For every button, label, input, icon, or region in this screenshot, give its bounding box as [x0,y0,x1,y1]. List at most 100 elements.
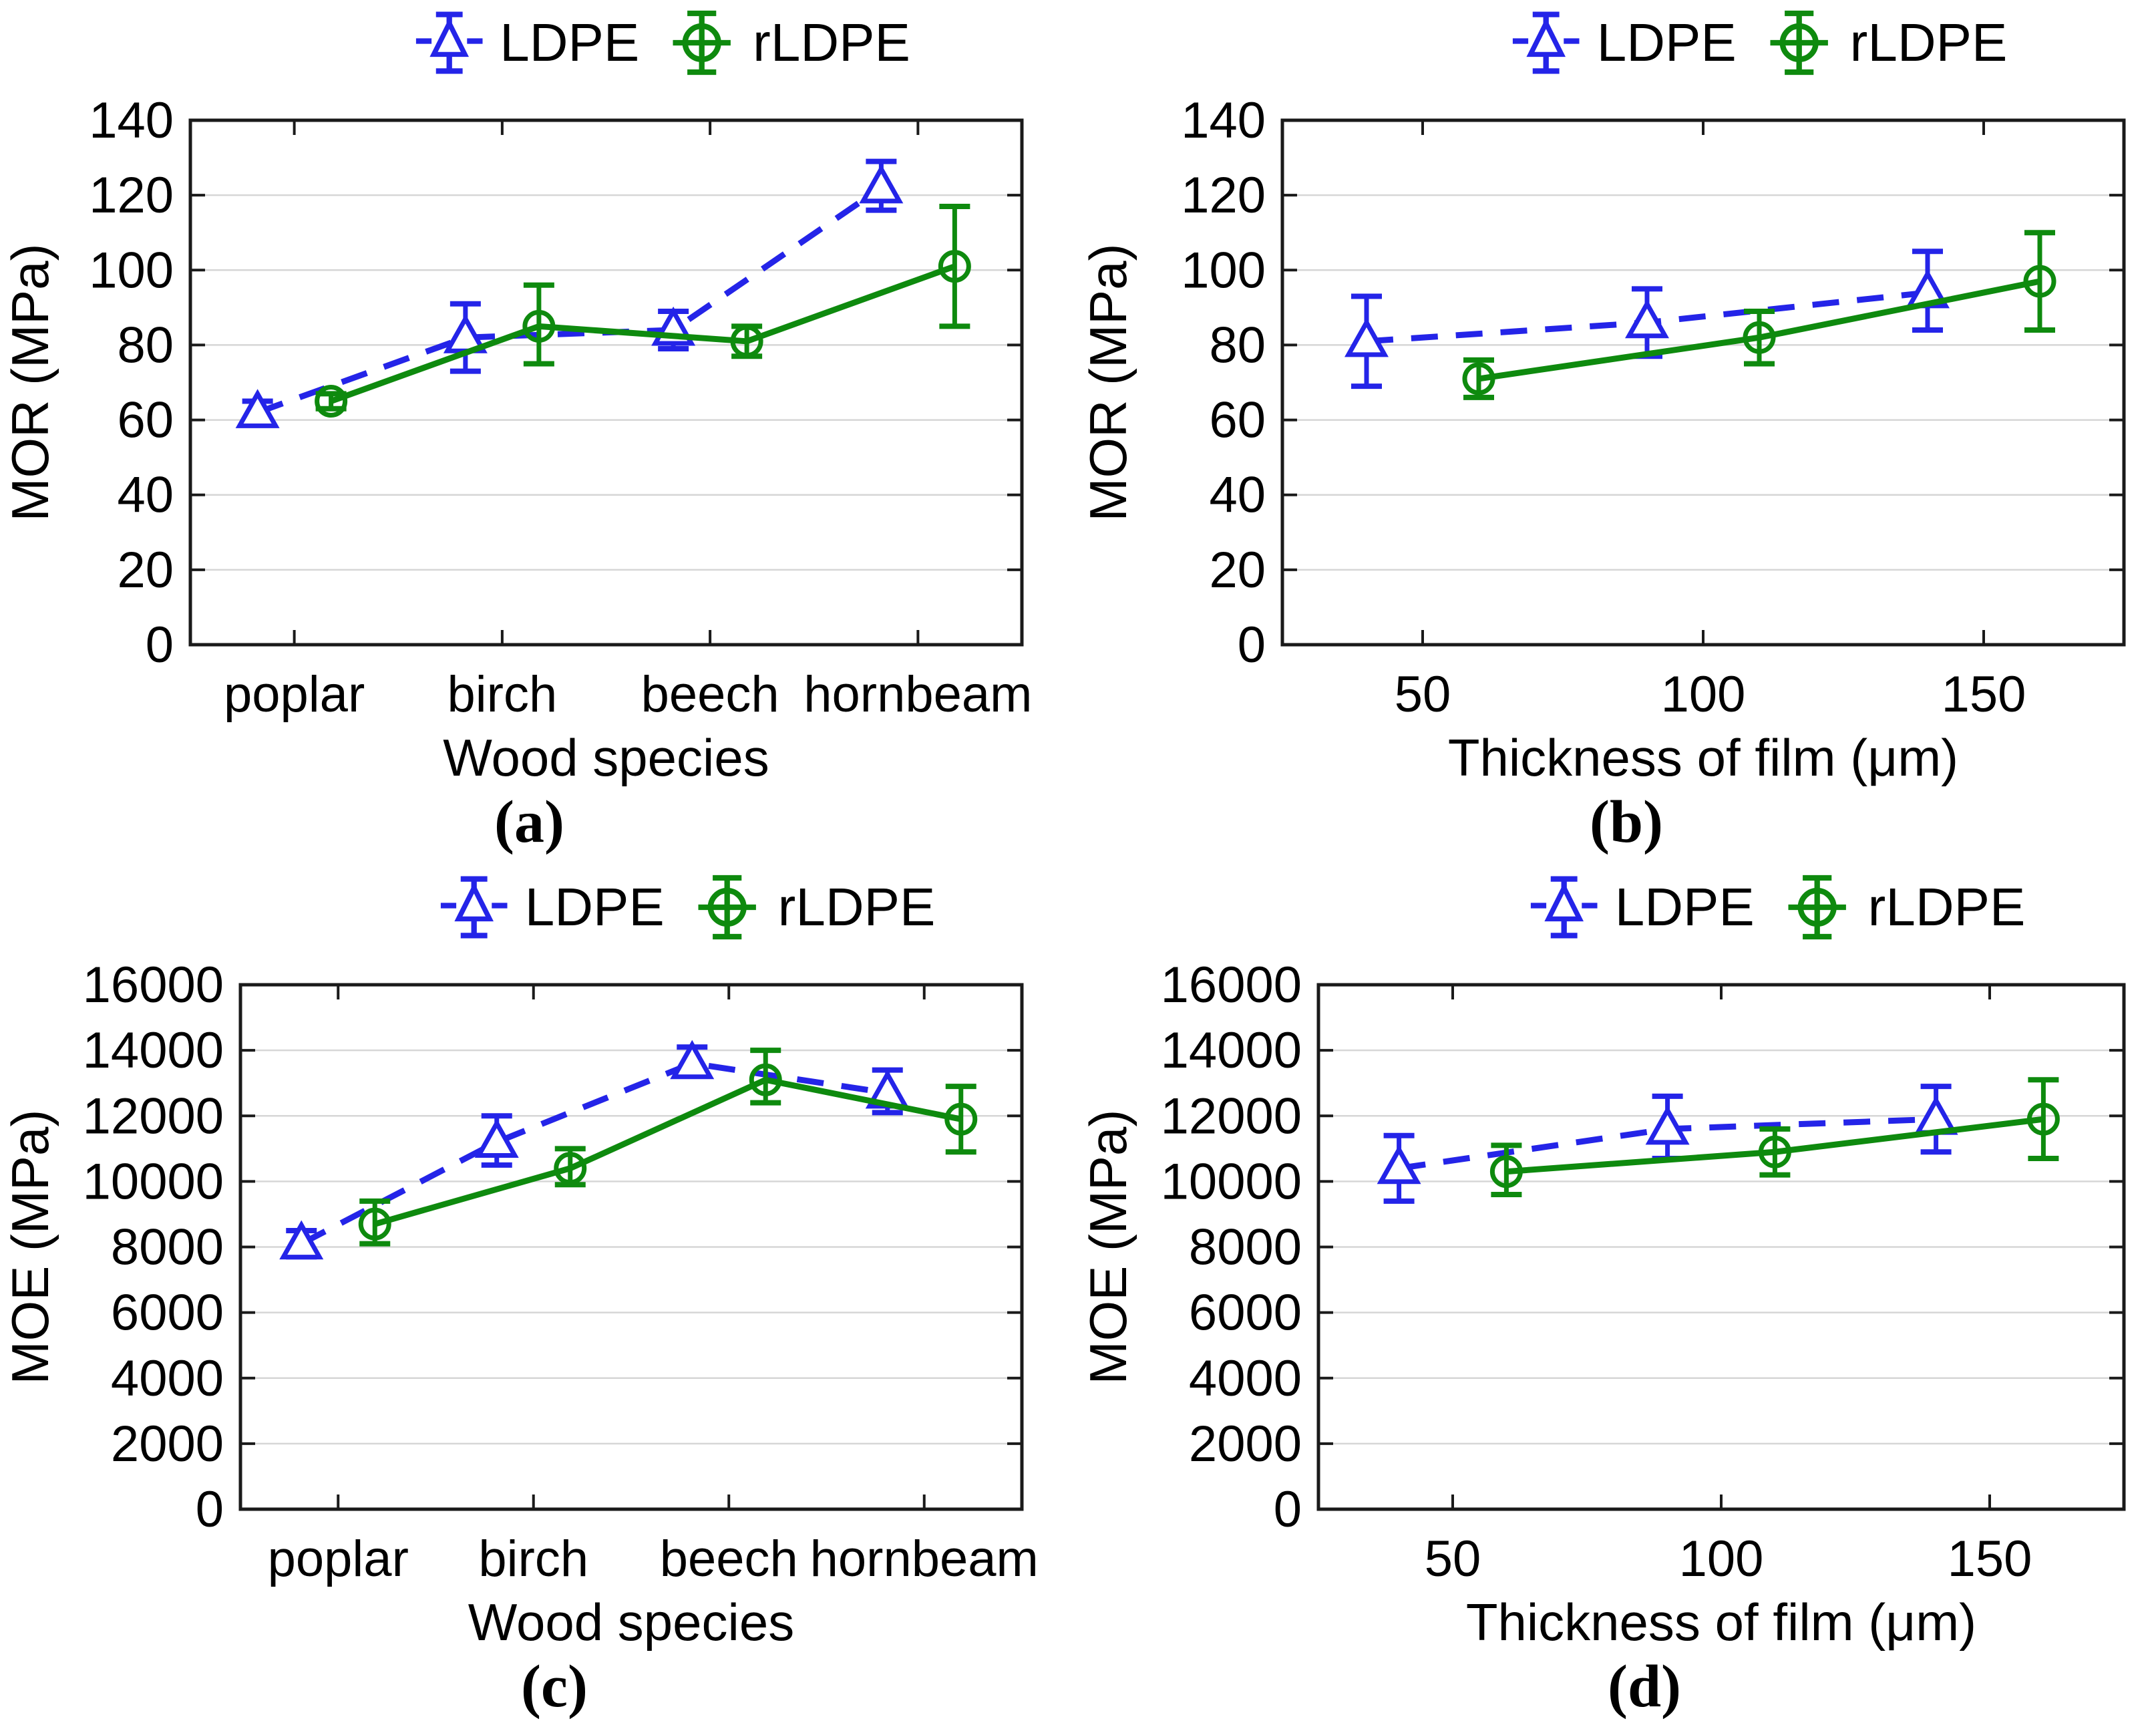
circle-marker [944,1102,978,1136]
circle-marker [358,1207,391,1241]
subfigure-label-b: (b) [1590,789,1663,855]
y-tick-label: 100 [1181,242,1266,299]
y-tick-label: 60 [1209,392,1266,449]
subfigure-label-c: (c) [521,1654,588,1720]
y-tick-label: 0 [1238,617,1266,673]
x-axis-title: Thickness of film (μm) [1448,728,1958,787]
circle-marker [1758,1135,1791,1168]
rldpe-circle-marker-icon [1788,875,1846,940]
y-tick-label: 0 [196,1481,224,1538]
plot-frame [1280,118,2126,647]
series-line-ldpe [300,1060,888,1247]
triangle-marker [670,1040,715,1080]
circle-marker [749,1063,782,1096]
legend-label-ldpe: LDPE [1614,877,1755,937]
circle-marker [2026,1102,2060,1136]
y-axis-title: MOE (MPa) [1,1110,59,1385]
legend-b: LDPE rLDPE [1512,7,2008,79]
plot-area-d: 0 2000 4000 6000 8000 10000 12000 14000 16000 50 1… [1079,957,2126,1652]
x-tick-label: hornbeam [803,666,1032,723]
y-tick-label: 140 [1181,92,1266,149]
circle-marker [730,325,763,358]
chart-panel-b: 0 20 40 60 80 100 120 140 50 100 150 Thickness of f… [1078,0,2156,864]
legend-label-rldpe: rLDPE [1849,13,2008,72]
legend-label-ldpe: LDPE [500,13,640,72]
y-tick-label: 16000 [1161,957,1302,1013]
circle-marker [1743,321,1776,354]
legend-item-ldpe: LDPE [415,7,639,79]
circle-marker [522,309,556,343]
y-tick-label: 40 [117,467,174,524]
y-tick-label: 40 [1209,467,1266,524]
x-tick-label: birch [478,1531,588,1587]
triangle-marker [474,1118,519,1158]
series-line-rldpe [1506,1116,2044,1175]
plot-area-a: 0 20 40 60 80 100 120 140 poplar birch beech hornbe… [1,92,1032,787]
legend-item-ldpe: LDPE [1530,871,1755,943]
circle-marker [938,250,971,283]
x-tick-label: 100 [1661,666,1746,723]
ldpe-triangle-marker-icon [1512,11,1580,74]
circle-marker [1462,362,1495,396]
x-axis-title: Thickness of film (μm) [1466,1593,1976,1652]
subfigure-label-a: (a) [494,789,564,855]
legend-item-ldpe: LDPE [440,871,665,943]
x-tick-label: poplar [268,1531,409,1587]
x-tick-label: 150 [1942,666,2026,723]
ldpe-triangle-marker-icon [1530,876,1598,939]
y-axis-title: MOR (MPa) [1,244,59,522]
legend-label-ldpe: LDPE [1596,13,1737,72]
y-tick-label: 20 [117,542,174,599]
x-tick-label: beech [660,1531,798,1587]
y-tick-label: 16000 [83,957,224,1013]
triangle-marker [279,1220,324,1260]
legend-item-ldpe: LDPE [1512,7,1737,79]
y-tick-label: 10000 [83,1153,224,1210]
y-tick-label: 6000 [1189,1285,1302,1342]
x-tick-label: 150 [1948,1531,2032,1587]
chart-panel-d: 0 2000 4000 6000 8000 10000 12000 14000 16000 50 1… [1078,864,2156,1729]
y-tick-label: 4000 [111,1350,224,1407]
legend-a: LDPE rLDPE [415,7,910,79]
y-tick-label: 100 [89,242,174,299]
circle-marker [1489,1155,1523,1189]
y-axis-title: MOE (MPa) [1079,1110,1137,1385]
rldpe-circle-marker-icon [698,875,756,940]
y-tick-label: 80 [1209,317,1266,373]
triangle-marker [1625,299,1669,339]
legend-item-rldpe: rLDPE [1784,871,2026,943]
y-tick-label: 120 [1181,167,1266,224]
chart-panel-a: 0 20 40 60 80 100 120 140 poplar birch beech hornbe… [0,0,1078,864]
y-tick-label: 12000 [83,1088,224,1144]
chart-panel-c: 0 2000 4000 6000 8000 10000 12000 14000 16000 pop… [0,864,1078,1729]
legend-item-rldpe: rLDPE [669,7,910,79]
y-tick-label: 120 [89,167,174,224]
y-tick-label: 10000 [1161,1153,1302,1210]
y-tick-label: 2000 [1189,1416,1302,1472]
series-line-rldpe [1478,278,2040,382]
triangle-marker [235,389,280,428]
legend-label-rldpe: rLDPE [1867,877,2026,937]
y-tick-label: 20 [1209,542,1266,599]
ldpe-triangle-marker-icon [440,876,508,939]
series-line-rldpe [374,1076,962,1227]
circle-marker [2023,265,2056,298]
y-tick-label: 14000 [83,1022,224,1079]
rldpe-circle-marker-icon [673,10,731,75]
y-tick-label: 140 [89,92,174,149]
y-tick-label: 6000 [111,1285,224,1342]
x-tick-label: hornbeam [810,1531,1039,1587]
plot-frame [188,118,1024,647]
triangle-marker [1645,1105,1690,1145]
y-axis-title: MOR (MPa) [1079,244,1137,522]
series-line-rldpe [330,263,956,404]
x-tick-label: beech [641,666,779,723]
y-tick-label: 8000 [111,1219,224,1276]
x-tick-label: poplar [224,666,365,723]
legend-label-ldpe: LDPE [524,877,665,937]
legend-item-rldpe: rLDPE [1766,7,2008,79]
triangle-marker [1377,1144,1421,1185]
legend-label-rldpe: rLDPE [753,13,910,72]
